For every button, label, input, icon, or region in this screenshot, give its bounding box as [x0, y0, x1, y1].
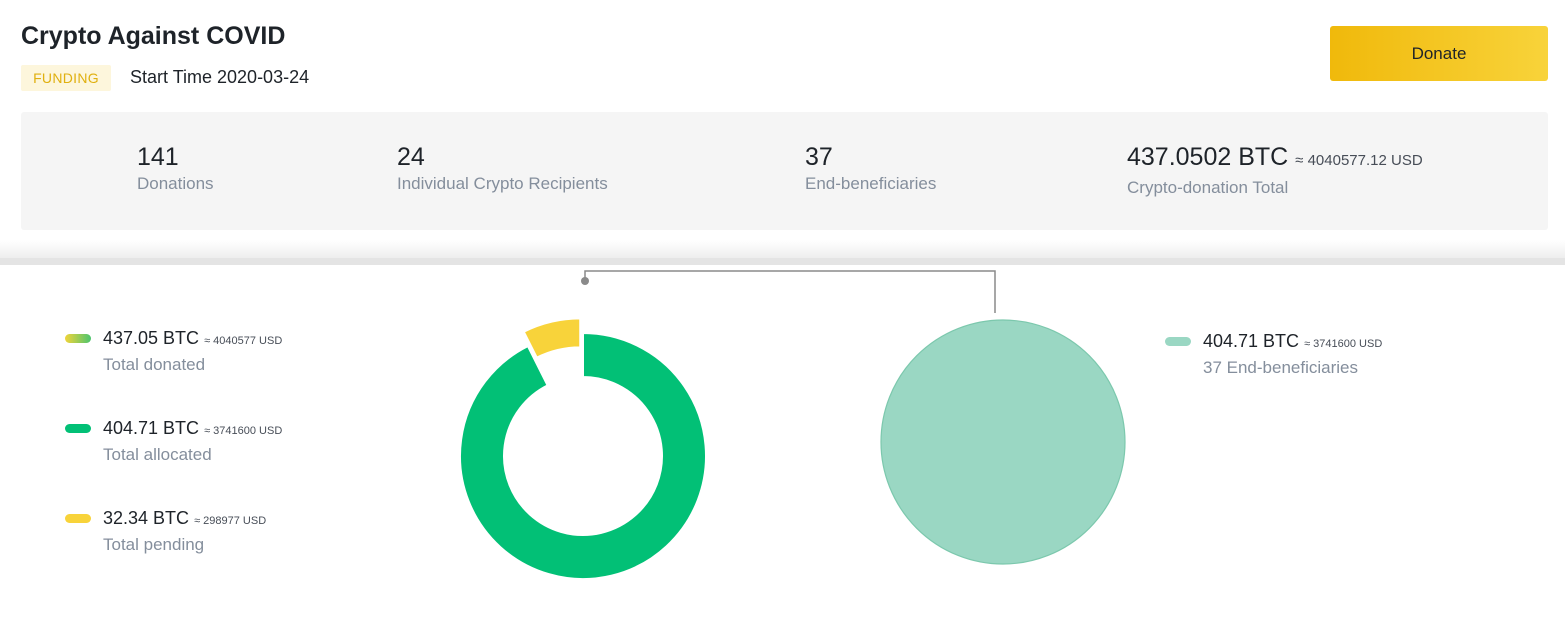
stat-label: End-beneficiaries	[805, 174, 937, 193]
legend-label: Total pending	[103, 535, 205, 554]
pie-slice-end-beneficiaries[interactable]	[880, 319, 1126, 565]
stats-panel: 141 Donations 24 Individual Crypto Recip…	[21, 112, 1548, 230]
legend-label: 37 End-beneficiaries	[1203, 358, 1358, 377]
start-time: Start Time 2020-03-24	[130, 67, 310, 87]
stat-label: Individual Crypto Recipients	[397, 174, 608, 193]
legend-approx: ≈ 4040577 USD	[204, 335, 283, 347]
stat-value: 37	[805, 143, 833, 171]
donut-slice-total-pending[interactable]	[522, 317, 582, 359]
section-divider	[0, 240, 1565, 258]
legend-approx: ≈ 298977 USD	[194, 515, 267, 527]
legend-swatch	[65, 514, 91, 523]
legend-label: Total donated	[103, 355, 206, 374]
donut-chart[interactable]	[459, 317, 707, 580]
legend-approx: ≈ 3741600 USD	[204, 425, 283, 437]
stat-value: 141	[137, 143, 179, 171]
legend-value: 404.71 BTC	[103, 418, 200, 438]
legend-value: 404.71 BTC	[1203, 331, 1300, 351]
legend-value: 32.34 BTC	[103, 508, 190, 528]
end-beneficiaries-pie[interactable]	[880, 319, 1126, 565]
legend-swatch	[65, 424, 91, 433]
legend-value: 437.05 BTC	[103, 328, 200, 348]
stat-recipients: 24 Individual Crypto Recipients	[397, 142, 608, 194]
connector-line	[584, 270, 996, 313]
stat-end-beneficiaries: 37 End-beneficiaries	[805, 142, 936, 194]
donut-slice-total-allocated[interactable]	[459, 331, 707, 580]
stat-value: 437.0502 BTC	[1127, 143, 1289, 171]
donate-button[interactable]: Donate	[1330, 26, 1548, 81]
stat-donation-total: 437.0502 BTC ≈ 4040577.12 USD Crypto-don…	[1127, 142, 1423, 198]
legend-swatch	[1165, 337, 1191, 346]
legend-approx: ≈ 3741600 USD	[1304, 338, 1383, 350]
stat-label: Crypto-donation Total	[1127, 178, 1289, 197]
legend-label: Total allocated	[103, 445, 212, 464]
legend-swatch	[65, 334, 91, 343]
connector-dot	[581, 277, 589, 285]
section-divider-bar	[0, 258, 1565, 265]
page-title: Crypto Against COVID	[21, 22, 286, 50]
stat-approx: ≈ 4040577.12 USD	[1295, 152, 1423, 169]
status-badge: FUNDING	[21, 65, 111, 91]
stat-donations: 141 Donations	[137, 142, 214, 194]
stat-label: Donations	[137, 174, 214, 193]
stat-value: 24	[397, 143, 425, 171]
